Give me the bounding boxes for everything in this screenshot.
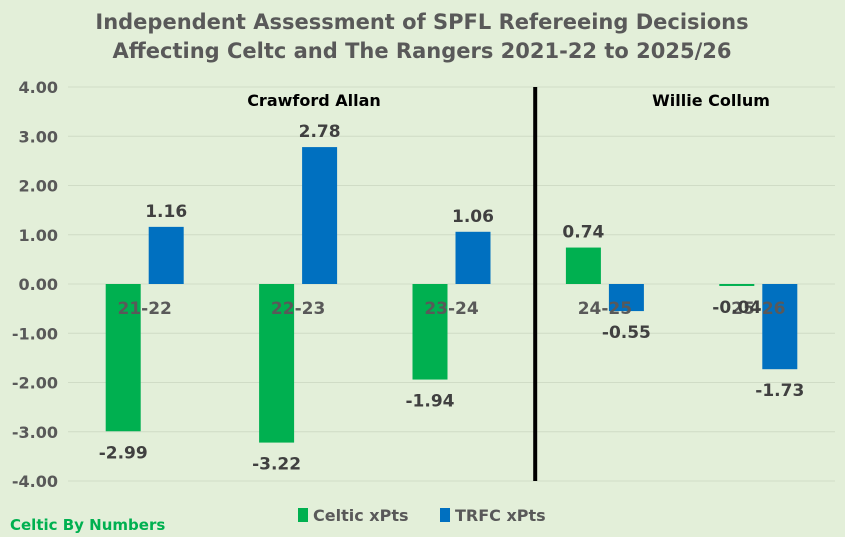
bar: [608, 284, 644, 312]
y-tick-label: 3.00: [19, 127, 58, 146]
y-tick-label: -1.00: [12, 324, 58, 343]
bar: [565, 247, 601, 284]
category-label: 22-23: [271, 299, 325, 319]
data-label: -0.04: [712, 298, 761, 318]
data-label: 1.16: [145, 202, 187, 222]
data-label: -3.22: [252, 455, 301, 475]
bar: [412, 284, 448, 380]
y-tick-label: -3.00: [12, 423, 58, 442]
data-label: -2.99: [99, 443, 148, 463]
data-label: -1.94: [406, 392, 455, 412]
y-tick-label: 0.00: [19, 275, 58, 294]
y-tick-label: 1.00: [19, 226, 58, 245]
category-label: 21-22: [118, 299, 172, 319]
data-labels: -2.99 -3.22 -1.94 0.74 -0.04 1.16 2.78 1.06 -0.5…: [99, 122, 805, 475]
gridlines: [68, 86, 835, 482]
bar: [105, 284, 141, 432]
legend-label-celtic: Celtic xPts: [313, 506, 408, 525]
legend-swatch-trfc: [440, 508, 450, 522]
y-tick-label: -4.00: [12, 472, 58, 491]
annotation-willie-collum: Willie Collum: [652, 91, 770, 110]
y-tick-label: -2.00: [12, 374, 58, 393]
category-label: 23-24: [424, 299, 479, 319]
bar: [302, 147, 338, 284]
y-tick-label: 2.00: [19, 177, 58, 196]
legend-swatch-celtic: [298, 508, 308, 522]
bar: [259, 284, 295, 443]
bar: [455, 231, 491, 284]
legend: Celtic xPts TRFC xPts: [298, 506, 546, 525]
bar: [719, 284, 755, 286]
data-label: 2.78: [299, 122, 341, 142]
bars: [105, 147, 798, 443]
y-axis-tick-labels: 4.00 3.00 2.00 1.00 0.00 -1.00 -2.00 -3.00 -4.00: [12, 78, 58, 491]
bar: [762, 284, 798, 370]
chart-title-line-2: Affecting Celtc and The Rangers 2021-22 …: [113, 39, 732, 63]
y-tick-label: 4.00: [19, 78, 58, 97]
data-label: -0.55: [602, 323, 651, 343]
legend-label-trfc: TRFC xPts: [455, 506, 546, 525]
data-label: 0.74: [562, 223, 604, 243]
category-labels: 21-22 22-23 23-24 24-25 25-26: [118, 299, 786, 319]
data-label: -1.73: [755, 381, 804, 401]
annotation-crawford-allan: Crawford Allan: [247, 91, 381, 110]
category-label: 25-26: [731, 299, 785, 319]
bar: [148, 226, 184, 284]
credit-text: Celtic By Numbers: [10, 516, 165, 534]
chart-title-line-1: Independent Assessment of SPFL Refereein…: [95, 10, 748, 34]
data-label: 1.06: [452, 207, 494, 227]
category-label: 24-25: [578, 299, 632, 319]
